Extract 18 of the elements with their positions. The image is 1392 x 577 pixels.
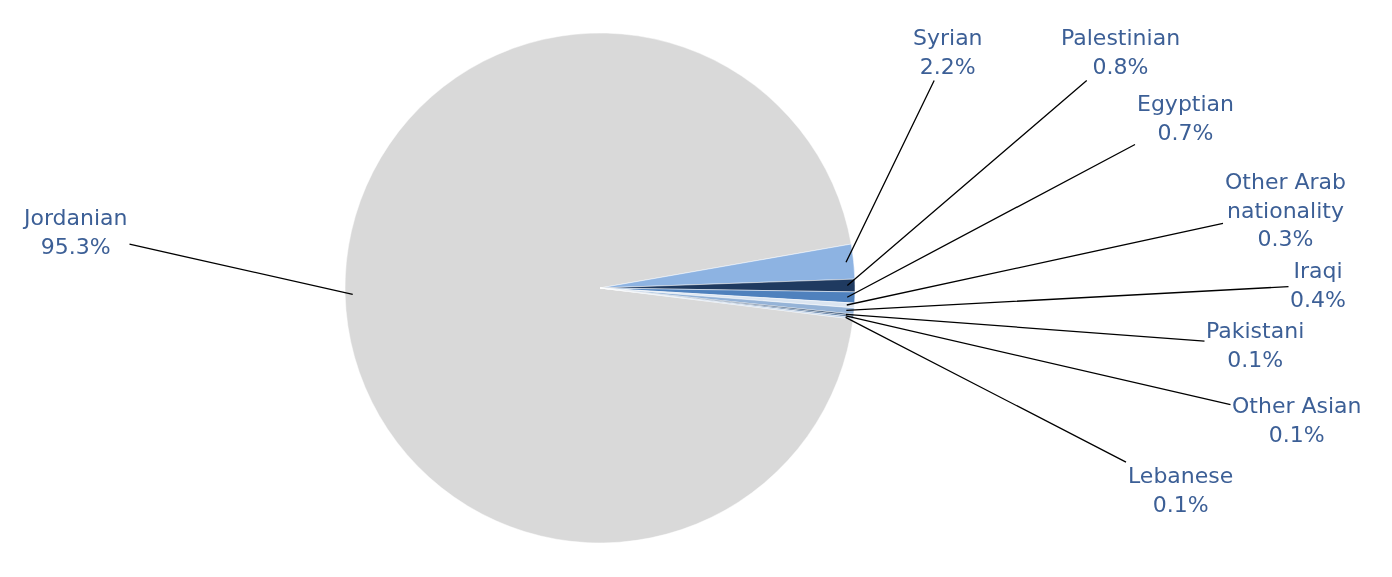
data-label: 0.1%: [1227, 346, 1284, 372]
slice-label: Syrian: [913, 25, 983, 50]
data-label: 0.1%: [1152, 491, 1209, 517]
data-label: 2.2%: [919, 53, 976, 79]
data-label: 0.3%: [1257, 226, 1314, 252]
slice-label: Lebanese: [1128, 463, 1234, 488]
data-label: 0.8%: [1092, 53, 1149, 79]
slice-label: Egyptian: [1137, 91, 1235, 116]
data-label: 0.1%: [1268, 421, 1325, 447]
data-label: 95.3%: [40, 233, 111, 259]
slice-label: Other Asian: [1232, 393, 1362, 418]
slice-label: Other Arab nationality: [1225, 169, 1346, 223]
slice-label: Jordanian: [22, 205, 128, 230]
slice-label: Palestinian: [1061, 25, 1181, 50]
data-label: 0.4%: [1290, 286, 1346, 312]
slice-label: Pakistani: [1206, 318, 1305, 343]
data-label: 0.7%: [1157, 119, 1214, 145]
slice-label: Iraqi: [1293, 258, 1343, 283]
